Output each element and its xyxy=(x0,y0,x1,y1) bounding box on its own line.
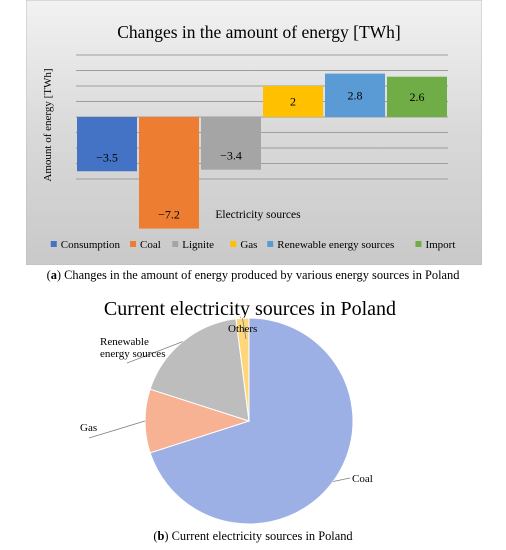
x-axis-label: Electricity sources xyxy=(215,209,301,221)
legend-swatch-lignite xyxy=(172,241,179,247)
pie-chart-figure: Current electricity sources in Poland Co… xyxy=(50,283,458,525)
legend-item-renewable-energy-sources: Renewable energy sources xyxy=(277,239,394,251)
legend-swatch-coal xyxy=(130,241,137,247)
legend-item-consumption: Consumption xyxy=(61,239,121,251)
figure-a-caption: (a) Changes in the amount of energy prod… xyxy=(46,268,460,282)
leader-line-others xyxy=(242,318,247,340)
caption-a-letter: a xyxy=(50,268,57,282)
pie-chart: Current electricity sources in Poland Co… xyxy=(80,298,396,525)
data-label-import: 2.6 xyxy=(410,90,425,104)
bar-import xyxy=(387,76,447,117)
legend-swatch-renewable-energy-sources xyxy=(267,241,274,247)
data-label-lignite: −3.4 xyxy=(220,149,242,163)
slice-coal xyxy=(149,317,354,525)
bar-coal xyxy=(139,117,199,229)
bar-lignite xyxy=(201,117,261,170)
slice-others xyxy=(235,317,250,422)
bar-chart: Changes in the amount of energy [TWh] −3… xyxy=(25,0,483,266)
bar-renewable-energy-sources xyxy=(325,73,385,117)
leader-line-renewable-energy-sources xyxy=(126,341,183,364)
data-label-renewable-energy-sources: 2.8 xyxy=(348,88,363,102)
pie-chart-title: Current electricity sources in Poland xyxy=(104,298,396,320)
bar-consumption xyxy=(77,117,137,172)
legend-swatch-import xyxy=(415,241,422,247)
slice-label-coal: Coal xyxy=(352,473,373,485)
slice-label-renewable-energy-sources: Renewable energy sources xyxy=(100,336,165,360)
bar-chart-figure: Changes in the amount of energy [TWh] −3… xyxy=(25,0,483,266)
leader-line-gas xyxy=(88,420,146,439)
data-label-coal: −7.2 xyxy=(158,208,180,222)
slice-label-others: Others xyxy=(228,323,257,335)
caption-a-text: Changes in the amount of energy produced… xyxy=(64,268,460,282)
legend-item-lignite: Lignite xyxy=(182,239,214,251)
legend-swatch-consumption xyxy=(50,241,57,247)
chart-title: Changes in the amount of energy [TWh] xyxy=(117,22,401,42)
legend-item-import: Import xyxy=(425,239,455,251)
legend-swatch-gas xyxy=(230,241,237,247)
y-axis-label: Amount of energy [TWh] xyxy=(42,68,54,181)
caption-b-letter: b xyxy=(157,529,165,543)
slice-label-gas: Gas xyxy=(80,422,97,434)
legend-item-gas: Gas xyxy=(240,239,257,251)
caption-b-text: Current electricity sources in Poland xyxy=(171,529,353,543)
legend-item-coal: Coal xyxy=(140,239,161,251)
data-label-consumption: −3.5 xyxy=(96,150,118,164)
bar-gas xyxy=(263,86,323,117)
figure-b-caption: (b) Current electricity sources in Polan… xyxy=(153,529,353,543)
leader-line-coal xyxy=(333,477,351,482)
data-label-gas: 2 xyxy=(290,95,296,109)
